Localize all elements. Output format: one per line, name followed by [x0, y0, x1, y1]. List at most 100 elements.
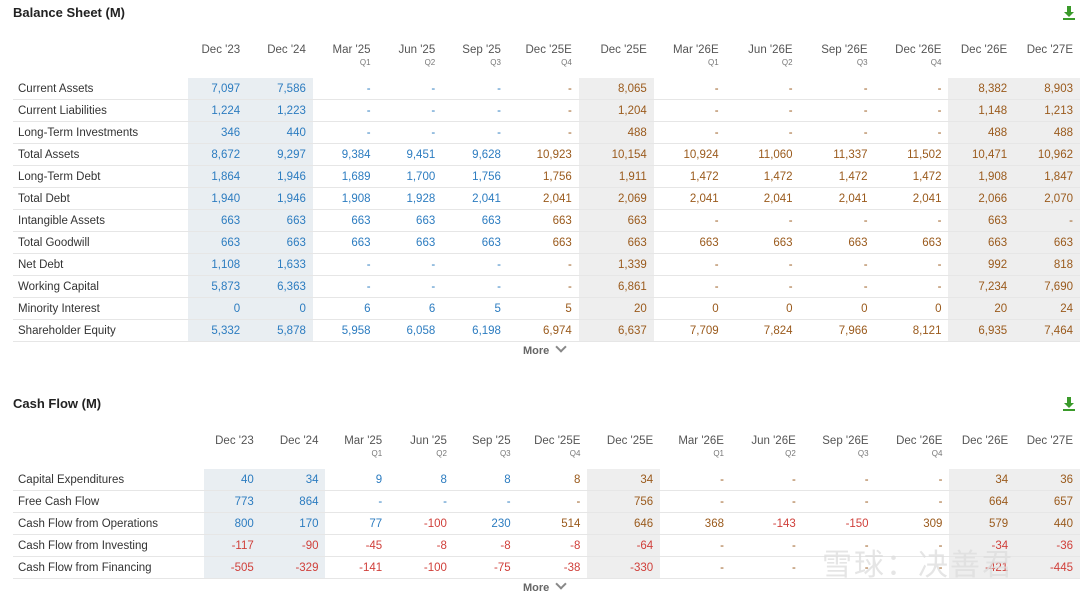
- column-quarter: Q4: [930, 58, 942, 67]
- table-cell: -: [725, 209, 800, 232]
- table-cell: -: [442, 99, 508, 122]
- column-header: Sep '26E Q3: [803, 435, 876, 469]
- column-period: Dec '27E: [1026, 435, 1073, 447]
- table-cell: -: [442, 121, 508, 144]
- column-period: Dec '23: [201, 44, 241, 56]
- table-cell: -: [312, 78, 378, 100]
- balance-sheet-more-button[interactable]: More: [523, 341, 567, 357]
- row-label: Intangible Assets: [13, 209, 188, 232]
- row-label: Long-Term Debt: [13, 165, 188, 188]
- table-row: Current Assets 7,097 7,586- - - -8,065- - - -8,3…: [13, 78, 1080, 100]
- column-header: Dec '25E Q4: [518, 435, 588, 469]
- table-cell: 7,966: [799, 319, 875, 342]
- column-period: Mar '25: [344, 435, 383, 447]
- table-cell: 7,234: [948, 275, 1015, 298]
- table-cell: -: [660, 534, 731, 557]
- cash-flow-more-button[interactable]: More: [523, 578, 567, 594]
- download-icon[interactable]: [1062, 396, 1076, 412]
- table-cell: 488: [1014, 121, 1080, 144]
- table-cell: 8: [517, 469, 588, 491]
- column-period: Mar '26E: [678, 435, 724, 447]
- table-cell: 1,928: [377, 187, 443, 210]
- table-cell: 1,204: [578, 99, 654, 122]
- table-cell: -: [312, 121, 378, 144]
- table-cell: 346: [187, 121, 248, 144]
- table-cell: -143: [730, 512, 803, 535]
- table-cell: 992: [948, 253, 1015, 276]
- table-cell: 9: [325, 469, 390, 491]
- table-cell: -117: [204, 534, 261, 557]
- table-cell: 663: [247, 231, 313, 254]
- column-header: Dec '25E Q4: [508, 44, 579, 78]
- table-cell: 1,864: [187, 165, 248, 188]
- table-cell: 1,946: [247, 165, 313, 188]
- table-cell: 8,672: [187, 143, 248, 166]
- table-cell: 1,223: [247, 99, 313, 122]
- table-cell: 646: [587, 512, 661, 535]
- column-header: Mar '26E Q1: [660, 435, 731, 469]
- table-cell: -: [442, 78, 508, 100]
- table-row: Total Goodwill 663 663 663 663 663 663 663 663 66…: [13, 231, 1080, 254]
- table-cell: -90: [260, 534, 326, 557]
- column-quarter: Q2: [785, 449, 796, 458]
- table-cell: 2,041: [653, 187, 726, 210]
- download-icon[interactable]: [1062, 5, 1076, 21]
- table-row: Total Debt 1,940 1,946 1,908 1,928 2,041 2,041…: [13, 187, 1080, 210]
- table-cell: 1,908: [948, 165, 1015, 188]
- table-cell: 309: [875, 512, 950, 535]
- table-cell: -: [725, 253, 800, 276]
- table-cell: 1,940: [187, 187, 248, 210]
- column-header: Jun '25 Q2: [389, 435, 454, 469]
- column-period: Dec '25E: [525, 44, 572, 56]
- table-cell: -: [799, 275, 875, 298]
- column-period: Dec '24: [279, 435, 319, 447]
- table-cell: -: [660, 469, 731, 491]
- table-cell: 2,066: [948, 187, 1015, 210]
- table-cell: -: [799, 99, 875, 122]
- table-cell: 0: [725, 297, 800, 320]
- chevron-down-icon: [555, 341, 567, 353]
- table-cell: 1,756: [442, 165, 508, 188]
- table-cell: -: [389, 490, 454, 513]
- cash-flow-header-row: Dec '23 Dec '24 Mar '25 Q1 Jun '25 Q2 Sep '25 Q…: [13, 435, 1080, 469]
- table-cell: 1,213: [1014, 99, 1080, 122]
- table-cell: 663: [874, 231, 949, 254]
- table-cell: 34: [587, 469, 661, 491]
- column-header: Sep '26E Q3: [800, 44, 875, 78]
- table-cell: -: [377, 253, 443, 276]
- table-cell: -: [312, 99, 378, 122]
- column-header: Dec '26E Q4: [875, 44, 949, 78]
- table-cell: -: [725, 78, 800, 100]
- table-cell: 7,464: [1014, 319, 1080, 342]
- table-row: Free Cash Flow 773 864- - - -756- - - -664 657: [13, 490, 1080, 513]
- table-cell: 5,332: [187, 319, 248, 342]
- table-cell: 8,121: [874, 319, 949, 342]
- table-cell: -445: [1015, 556, 1080, 579]
- row-label: Current Assets: [13, 78, 188, 100]
- table-cell: -: [875, 534, 950, 557]
- table-cell: 818: [1014, 253, 1080, 276]
- column-header: Dec '24: [247, 44, 313, 78]
- table-cell: -: [875, 556, 950, 579]
- table-cell: -141: [325, 556, 390, 579]
- column-header: Dec '23: [188, 44, 248, 78]
- column-quarter: Q3: [490, 58, 501, 67]
- table-cell: 2,041: [442, 187, 508, 210]
- table-cell: 1,847: [1014, 165, 1080, 188]
- table-cell: -: [653, 121, 726, 144]
- table-cell: 24: [1014, 297, 1080, 320]
- table-cell: 11,337: [799, 143, 875, 166]
- table-cell: 663: [578, 209, 654, 232]
- table-cell: 8,065: [578, 78, 654, 100]
- table-cell: -: [453, 490, 518, 513]
- table-cell: -: [377, 121, 443, 144]
- table-row: Cash Flow from Investing -117 -90 -45 -8 -8 -8…: [13, 534, 1080, 557]
- table-cell: 0: [874, 297, 949, 320]
- column-period: Jun '26E: [751, 435, 796, 447]
- table-cell: 230: [453, 512, 518, 535]
- table-cell: -: [660, 556, 731, 579]
- table-cell: -: [875, 469, 950, 491]
- header-blank: [13, 435, 204, 469]
- table-cell: 6,637: [578, 319, 654, 342]
- column-period: Dec '26E: [895, 44, 942, 56]
